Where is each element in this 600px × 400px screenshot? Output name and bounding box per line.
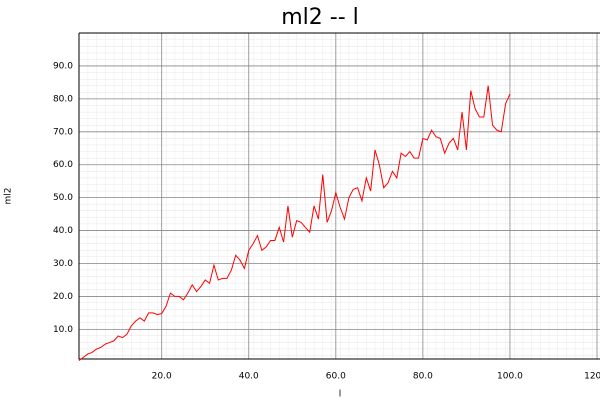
y-tick-label: 70.0 [53, 127, 73, 137]
plot-frame [78, 32, 600, 360]
x-axis-label: l [339, 390, 342, 400]
y-tick-label: 50.0 [53, 193, 73, 203]
x-tick-label: 120.0 [584, 372, 600, 382]
x-tick-label: 100.0 [497, 372, 523, 382]
y-tick-label: 10.0 [53, 325, 73, 335]
y-tick-label: 60.0 [53, 160, 73, 170]
y-tick-label: 90.0 [53, 61, 73, 71]
y-tick-label: 40.0 [53, 226, 73, 236]
y-tick-label: 80.0 [53, 94, 73, 104]
y-tick-label: 20.0 [53, 292, 73, 302]
y-tick-label: 30.0 [53, 259, 73, 269]
x-tick-label: 60.0 [326, 372, 346, 382]
data-line [78, 85, 511, 362]
chart-title: ml2 -- l [281, 5, 359, 30]
x-tick-label: 80.0 [413, 372, 433, 382]
y-axis-label: ml2 [4, 188, 14, 205]
x-tick-label: 40.0 [239, 372, 259, 382]
x-tick-label: 20.0 [152, 372, 172, 382]
minor-grid [79, 33, 600, 359]
